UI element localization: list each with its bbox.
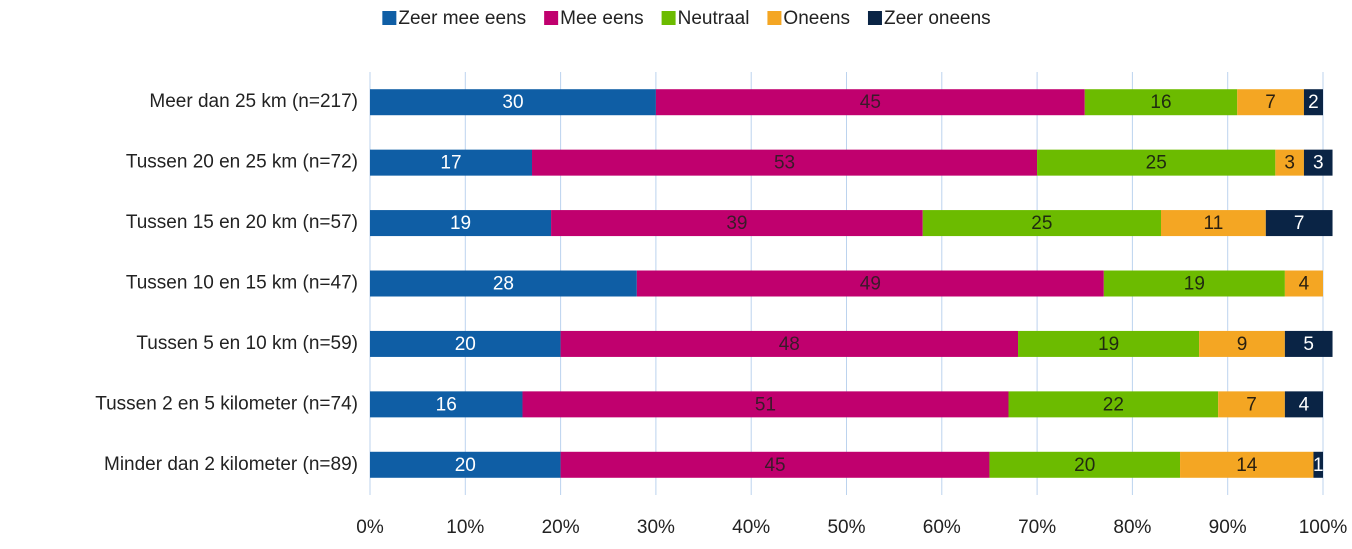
legend-label: Zeer mee eens (398, 8, 526, 29)
bar-segment (370, 210, 552, 237)
bar-segment (1103, 270, 1285, 297)
data-label: 19 (1184, 274, 1205, 295)
data-label: 4 (1299, 394, 1310, 415)
bar-segment (1218, 391, 1285, 418)
x-tick-label: 0% (356, 517, 384, 538)
data-label: 17 (440, 153, 461, 174)
x-tick-label: 40% (732, 517, 770, 538)
data-label: 4 (1299, 274, 1310, 295)
bar-segment (522, 391, 1009, 418)
x-tick-label: 90% (1209, 517, 1247, 538)
legend-label: Zeer oneens (884, 8, 991, 29)
bar-segment (636, 270, 1104, 297)
x-tick-label: 50% (827, 517, 865, 538)
data-label: 39 (726, 213, 747, 234)
y-tick-label: Tussen 2 en 5 kilometer (n=74) (95, 393, 358, 414)
x-tick-label: 80% (1113, 517, 1151, 538)
bar-segment (1018, 330, 1200, 357)
bar-segment (922, 210, 1161, 237)
data-label: 2 (1308, 92, 1319, 113)
bar-segment (370, 330, 561, 357)
legend-label: Mee eens (560, 8, 643, 29)
data-label: 20 (1074, 455, 1095, 476)
bar-segment (370, 149, 533, 176)
bar-segment (370, 89, 656, 116)
y-tick-label: Tussen 10 en 15 km (n=47) (126, 273, 358, 294)
bar-segment (1284, 391, 1323, 418)
bar-segment (1008, 391, 1219, 418)
bar-segment (1313, 451, 1323, 478)
legend-swatch (544, 11, 559, 25)
data-label: 22 (1103, 394, 1124, 415)
bar-segment (1265, 210, 1333, 237)
bar-segment (1237, 89, 1304, 116)
data-label: 28 (493, 274, 514, 295)
data-label: 11 (1204, 213, 1224, 234)
bar-segment (1303, 89, 1323, 116)
data-label: 7 (1294, 213, 1305, 234)
bar-segment (551, 210, 923, 237)
data-label: 9 (1237, 334, 1248, 355)
data-label: 48 (779, 334, 800, 355)
y-tick-label: Minder dan 2 kilometer (n=89) (104, 454, 358, 475)
data-label: 16 (436, 394, 457, 415)
x-tick-label: 70% (1018, 517, 1056, 538)
bar-segment (560, 330, 1019, 357)
data-label: 7 (1265, 92, 1276, 113)
data-label: 30 (502, 92, 523, 113)
bar-segment (1199, 330, 1285, 357)
bar-segment (1284, 270, 1323, 297)
legend-label: Neutraal (678, 8, 750, 29)
y-tick-label: Meer dan 25 km (n=217) (149, 91, 358, 112)
bar-segment (989, 451, 1181, 478)
legend-swatch (867, 11, 882, 25)
bar-segment (532, 149, 1038, 176)
x-tick-label: 10% (446, 517, 484, 538)
legend-swatch (382, 11, 397, 25)
y-tick-label: Tussen 20 en 25 km (n=72) (126, 152, 358, 173)
x-tick-label: 20% (542, 517, 580, 538)
data-label: 3 (1284, 153, 1295, 174)
bar-segment (1180, 451, 1314, 478)
y-tick-label: Tussen 15 en 20 km (n=57) (126, 212, 358, 233)
bar-segment (370, 270, 637, 297)
bar-segment (1275, 149, 1304, 176)
x-tick-label: 100% (1299, 517, 1348, 538)
data-label: 16 (1150, 92, 1171, 113)
data-label: 49 (860, 274, 881, 295)
bar-segment (1303, 149, 1333, 176)
data-label: 53 (774, 153, 795, 174)
data-label: 7 (1246, 394, 1257, 415)
legend-swatch (767, 11, 782, 25)
bar-segment (1084, 89, 1238, 116)
bar-segment (655, 89, 1085, 116)
bar-segment (1160, 210, 1266, 237)
data-label: 20 (455, 455, 476, 476)
bar-segment (370, 451, 561, 478)
data-label: 20 (455, 334, 476, 355)
bar-segment (1284, 330, 1333, 357)
data-label: 3 (1313, 153, 1324, 174)
data-label: 51 (755, 394, 776, 415)
x-tick-label: 60% (923, 517, 961, 538)
y-tick-label: Tussen 5 en 10 km (n=59) (136, 333, 358, 354)
data-label: 14 (1236, 455, 1258, 476)
x-tick-label: 30% (637, 517, 675, 538)
data-label: 19 (1098, 334, 1119, 355)
data-label: 25 (1146, 153, 1167, 174)
legend-swatch (661, 11, 676, 25)
data-label: 19 (450, 213, 471, 234)
bar-segment (1037, 149, 1276, 176)
data-label: 45 (764, 455, 785, 476)
data-label: 25 (1031, 213, 1052, 234)
bar-segment (370, 391, 523, 418)
data-label: 45 (860, 92, 881, 113)
bar-segment (560, 451, 990, 478)
data-label: 1 (1313, 455, 1324, 476)
legend-label: Oneens (783, 8, 850, 29)
data-label: 5 (1303, 334, 1314, 355)
